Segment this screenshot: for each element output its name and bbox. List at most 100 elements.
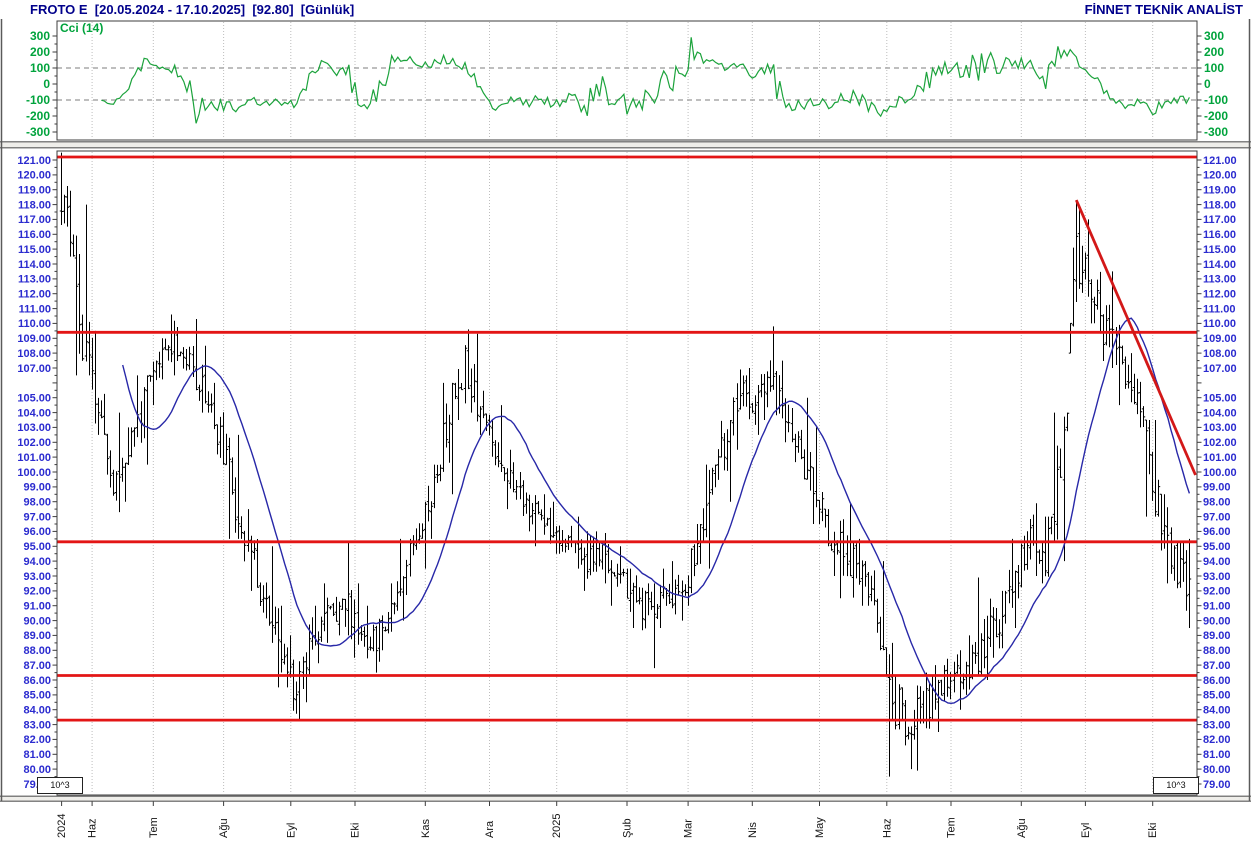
svg-text:2025: 2025 xyxy=(551,814,563,838)
svg-text:300: 300 xyxy=(1204,29,1224,43)
svg-text:96.00: 96.00 xyxy=(23,526,51,538)
svg-text:116.00: 116.00 xyxy=(1203,229,1236,241)
svg-text:100.00: 100.00 xyxy=(1203,467,1237,479)
svg-text:108.00: 108.00 xyxy=(17,348,51,360)
svg-text:102.00: 102.00 xyxy=(17,437,51,449)
svg-text:Ağu: Ağu xyxy=(1016,818,1028,838)
svg-text:119.00: 119.00 xyxy=(1203,185,1236,197)
trend-line xyxy=(1075,199,1197,476)
svg-text:111.00: 111.00 xyxy=(1203,303,1235,315)
svg-text:300: 300 xyxy=(30,29,50,43)
svg-text:Mar: Mar xyxy=(683,819,695,838)
svg-text:98.00: 98.00 xyxy=(1203,497,1231,509)
svg-text:2024: 2024 xyxy=(56,814,68,838)
svg-text:89.00: 89.00 xyxy=(1203,630,1231,642)
svg-text:114.00: 114.00 xyxy=(18,259,51,271)
svg-text:Nis: Nis xyxy=(747,822,759,838)
svg-text:107.00: 107.00 xyxy=(1203,363,1237,375)
svg-text:83.00: 83.00 xyxy=(1203,719,1231,731)
svg-text:94.00: 94.00 xyxy=(1203,556,1231,568)
svg-text:120.00: 120.00 xyxy=(1203,170,1237,182)
svg-text:83.00: 83.00 xyxy=(23,719,51,731)
svg-text:105.00: 105.00 xyxy=(17,393,51,405)
svg-text:92.00: 92.00 xyxy=(1203,586,1231,598)
svg-text:91.00: 91.00 xyxy=(1203,601,1231,613)
svg-text:-300: -300 xyxy=(26,125,50,139)
svg-text:114.00: 114.00 xyxy=(1203,259,1236,271)
svg-text:82.00: 82.00 xyxy=(23,734,51,746)
cci-legend-label: Cci (14) xyxy=(60,21,104,35)
svg-text:Eyl: Eyl xyxy=(1080,823,1092,838)
svg-text:Eki: Eki xyxy=(1147,823,1159,838)
svg-text:118.00: 118.00 xyxy=(18,199,51,211)
svg-text:88.00: 88.00 xyxy=(1203,645,1231,657)
svg-text:103.00: 103.00 xyxy=(17,422,51,434)
cci-panel xyxy=(57,37,1197,124)
svg-text:Eyl: Eyl xyxy=(285,823,297,838)
svg-text:Şub: Şub xyxy=(622,818,634,838)
price-ma xyxy=(122,317,1191,705)
svg-text:90.00: 90.00 xyxy=(1203,615,1231,627)
svg-text:89.00: 89.00 xyxy=(23,630,51,642)
svg-text:117.00: 117.00 xyxy=(1203,214,1236,226)
volume-scale-note-left: 10^3 xyxy=(37,777,83,794)
svg-text:93.00: 93.00 xyxy=(1203,571,1231,583)
svg-text:120.00: 120.00 xyxy=(17,170,51,182)
svg-text:108.00: 108.00 xyxy=(1203,348,1237,360)
svg-text:-100: -100 xyxy=(26,93,50,107)
svg-text:Ara: Ara xyxy=(484,820,496,838)
svg-text:82.00: 82.00 xyxy=(1203,734,1231,746)
svg-text:92.00: 92.00 xyxy=(23,586,51,598)
svg-text:121.00: 121.00 xyxy=(17,155,51,167)
ohlc-bars xyxy=(59,152,1192,777)
svg-text:91.00: 91.00 xyxy=(23,601,51,613)
svg-text:-300: -300 xyxy=(1204,125,1228,139)
svg-text:94.00: 94.00 xyxy=(23,556,51,568)
svg-text:112.00: 112.00 xyxy=(1203,289,1236,301)
svg-text:104.00: 104.00 xyxy=(17,407,51,419)
svg-text:112.00: 112.00 xyxy=(18,289,51,301)
svg-text:115.00: 115.00 xyxy=(18,244,51,256)
svg-text:80.00: 80.00 xyxy=(23,764,51,776)
svg-text:104.00: 104.00 xyxy=(1203,407,1237,419)
svg-text:Haz: Haz xyxy=(881,818,893,838)
svg-text:102.00: 102.00 xyxy=(1203,437,1237,449)
svg-text:98.00: 98.00 xyxy=(23,497,51,509)
volume-scale-note-right: 10^3 xyxy=(1153,777,1199,794)
brand-title: FİNNET TEKNİK ANALİST xyxy=(1084,2,1243,17)
svg-text:121.00: 121.00 xyxy=(1203,155,1237,167)
svg-text:0: 0 xyxy=(43,77,50,91)
svg-text:79.00: 79.00 xyxy=(1203,779,1231,791)
svg-text:113.00: 113.00 xyxy=(1203,274,1236,286)
svg-text:100: 100 xyxy=(30,61,50,75)
svg-text:103.00: 103.00 xyxy=(1203,422,1237,434)
svg-text:96.00: 96.00 xyxy=(1203,526,1231,538)
svg-text:101.00: 101.00 xyxy=(1203,452,1237,464)
svg-text:86.00: 86.00 xyxy=(23,675,51,687)
price-bars xyxy=(59,152,1192,777)
svg-text:88.00: 88.00 xyxy=(23,645,51,657)
svg-text:100: 100 xyxy=(1204,61,1224,75)
svg-text:-200: -200 xyxy=(1204,109,1228,123)
svg-text:Kas: Kas xyxy=(420,819,432,838)
svg-text:97.00: 97.00 xyxy=(23,511,51,523)
svg-text:81.00: 81.00 xyxy=(23,749,51,761)
panel-frames xyxy=(56,20,1198,796)
svg-text:113.00: 113.00 xyxy=(18,274,51,286)
svg-text:Tem: Tem xyxy=(946,817,958,838)
svg-text:105.00: 105.00 xyxy=(1203,393,1237,405)
svg-text:100.00: 100.00 xyxy=(17,467,51,479)
svg-text:116.00: 116.00 xyxy=(18,229,51,241)
svg-text:Tem: Tem xyxy=(148,817,160,838)
svg-text:-100: -100 xyxy=(1204,93,1228,107)
svg-text:87.00: 87.00 xyxy=(23,660,51,672)
svg-text:84.00: 84.00 xyxy=(1203,705,1231,717)
svg-text:115.00: 115.00 xyxy=(1203,244,1236,256)
svg-text:Ağu: Ağu xyxy=(218,818,230,838)
svg-text:Eki: Eki xyxy=(350,823,362,838)
svg-text:118.00: 118.00 xyxy=(1203,199,1236,211)
svg-text:May: May xyxy=(814,817,826,838)
svg-text:99.00: 99.00 xyxy=(23,482,51,494)
